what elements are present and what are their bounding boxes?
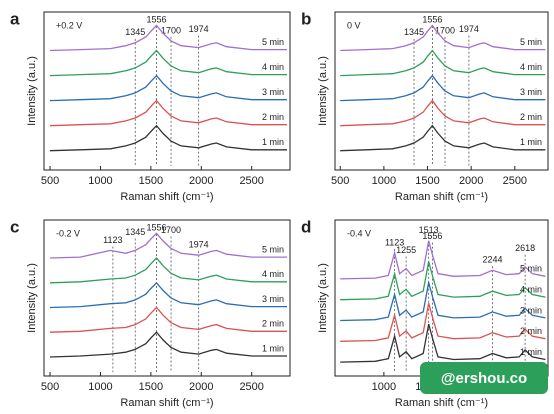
x-tick-label: 1000 bbox=[88, 175, 112, 187]
x-axis-label: Raman shift (cm⁻¹) bbox=[120, 191, 213, 203]
peak-label: 1556 bbox=[146, 222, 166, 232]
legend-label: 1 min bbox=[520, 137, 542, 147]
plot-frame bbox=[43, 11, 291, 171]
panel-label: c bbox=[10, 217, 19, 236]
legend-label: 1 min bbox=[262, 137, 284, 147]
peak-label: 1700 bbox=[161, 225, 181, 235]
x-tick-label: 2000 bbox=[189, 175, 213, 187]
peak-label: 2618 bbox=[515, 243, 535, 253]
spectrum-line bbox=[340, 261, 546, 301]
peak-label: 1123 bbox=[103, 235, 122, 245]
peak-label: 1974 bbox=[459, 24, 479, 34]
legend-label: 3 min bbox=[262, 87, 284, 97]
watermark-bg bbox=[420, 362, 548, 394]
spectrum-line bbox=[49, 124, 287, 152]
watermark: @ershou.co bbox=[420, 362, 548, 394]
x-tick-label: 2500 bbox=[239, 381, 263, 393]
peak-label: 1345 bbox=[125, 27, 145, 37]
legend-label: 4 min bbox=[262, 269, 284, 279]
peak-label: 2244 bbox=[482, 255, 502, 265]
legend-label: 5 min bbox=[262, 244, 284, 254]
legend-label: 3 min bbox=[520, 305, 542, 315]
peak-label: 1974 bbox=[189, 24, 209, 34]
spectrum-line bbox=[340, 49, 546, 77]
spectrum-line bbox=[340, 303, 546, 342]
legend-label: 1 min bbox=[262, 343, 284, 353]
x-axis-label: Raman shift (cm⁻¹) bbox=[395, 397, 488, 409]
spectrum-line bbox=[340, 24, 546, 52]
spectrum-line bbox=[49, 306, 287, 333]
spectrum-line bbox=[49, 99, 287, 127]
x-tick-label: 2000 bbox=[189, 381, 213, 393]
spectrum-line bbox=[49, 24, 287, 52]
potential-label: +0.2 V bbox=[56, 20, 82, 30]
spectrum-line bbox=[49, 232, 287, 259]
peak-label: 1513 bbox=[419, 225, 439, 235]
spectrum-line bbox=[340, 240, 546, 280]
potential-label: -0.4 V bbox=[347, 228, 371, 238]
x-tick-label: 1000 bbox=[372, 381, 396, 393]
x-tick-label: 500 bbox=[41, 381, 59, 393]
legend-label: 4 min bbox=[262, 62, 284, 72]
legend-label: 5 min bbox=[520, 37, 542, 47]
x-axis-label: Raman shift (cm⁻¹) bbox=[120, 397, 213, 409]
x-tick-label: 2500 bbox=[503, 175, 527, 187]
legend-label: 2 min bbox=[262, 112, 284, 122]
legend-label: 2 min bbox=[262, 319, 284, 329]
peak-label: 1556 bbox=[422, 14, 442, 24]
peak-label: 1700 bbox=[161, 25, 181, 35]
legend-label: 2 min bbox=[520, 112, 542, 122]
legend-label: 2 min bbox=[520, 326, 542, 336]
x-tick-label: 1500 bbox=[139, 381, 163, 393]
peak-label: 1345 bbox=[125, 227, 145, 237]
spectrum-line bbox=[340, 74, 546, 102]
legend-label: 4 min bbox=[520, 62, 542, 72]
legend-label: 1 min bbox=[520, 347, 542, 357]
spectrum-line bbox=[49, 281, 287, 309]
legend-label: 5 min bbox=[520, 264, 542, 274]
peak-label: 1556 bbox=[146, 14, 166, 24]
y-axis-label: Intensity (a.u.) bbox=[26, 56, 38, 126]
x-tick-label: 1500 bbox=[139, 175, 163, 187]
x-tick-label: 2500 bbox=[239, 175, 263, 187]
legend-label: 3 min bbox=[262, 294, 284, 304]
plot-frame bbox=[334, 11, 549, 171]
spectrum-line bbox=[340, 282, 546, 322]
spectrum-line bbox=[340, 323, 546, 363]
spectrum-line bbox=[340, 99, 546, 127]
legend-label: 3 min bbox=[520, 87, 542, 97]
watermark-text: @ershou.co bbox=[441, 370, 527, 387]
spectrum-line bbox=[49, 331, 287, 358]
plot-frame bbox=[43, 219, 291, 377]
panel-label: b bbox=[301, 9, 311, 28]
y-axis-label: Intensity (a.u.) bbox=[317, 263, 329, 333]
peak-label: 1700 bbox=[435, 25, 455, 35]
peak-label: 1123 bbox=[385, 237, 404, 247]
peak-label: 1974 bbox=[189, 240, 209, 250]
panel-label: a bbox=[10, 9, 20, 28]
x-tick-label: 500 bbox=[41, 175, 59, 187]
peak-label: 1556 bbox=[422, 231, 442, 241]
legend-label: 4 min bbox=[520, 285, 542, 295]
x-axis-label: Raman shift (cm⁻¹) bbox=[395, 191, 488, 203]
peak-label: 1345 bbox=[404, 27, 424, 37]
legend-label: 5 min bbox=[262, 37, 284, 47]
x-tick-label: 1500 bbox=[415, 175, 439, 187]
panel-label: d bbox=[301, 217, 311, 236]
spectrum-line bbox=[49, 49, 287, 77]
y-axis-label: Intensity (a.u.) bbox=[317, 56, 329, 126]
potential-label: -0.2 V bbox=[56, 228, 80, 238]
spectrum-line bbox=[340, 124, 546, 152]
x-tick-label: 500 bbox=[331, 175, 349, 187]
x-tick-label: 1000 bbox=[372, 175, 396, 187]
x-tick-label: 1000 bbox=[88, 381, 112, 393]
potential-label: 0 V bbox=[347, 20, 361, 30]
spectrum-line bbox=[49, 257, 287, 284]
spectrum-line bbox=[49, 74, 287, 102]
x-tick-label: 2000 bbox=[459, 175, 483, 187]
peak-label: 1255 bbox=[396, 245, 416, 255]
y-axis-label: Intensity (a.u.) bbox=[26, 263, 38, 333]
